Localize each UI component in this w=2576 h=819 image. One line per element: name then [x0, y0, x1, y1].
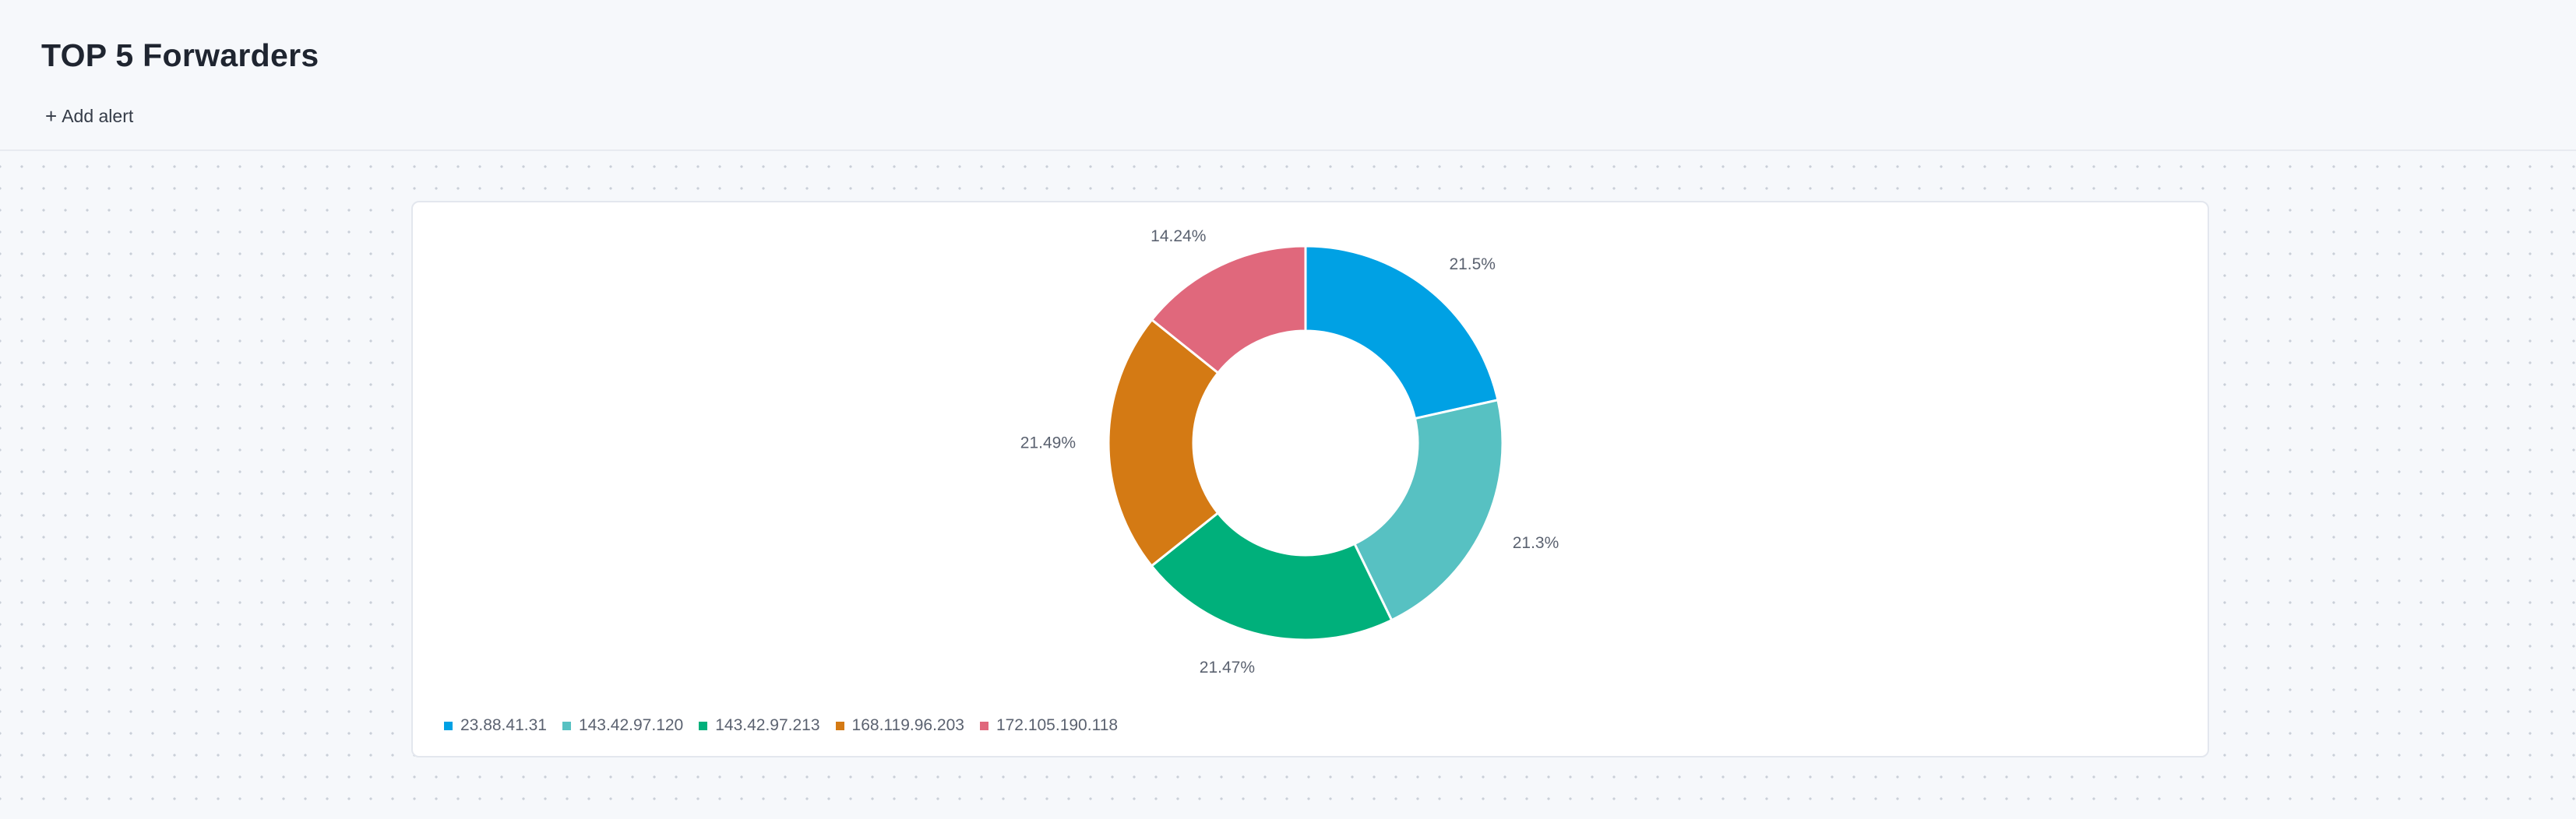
donut-slice[interactable] — [1352, 399, 1504, 622]
donut-slice[interactable] — [1304, 244, 1499, 420]
chart-panel: 21.5% 21.3% 21.47% 21.49% 14.24% 23.88.41.31… — [411, 201, 2209, 757]
legend-label: 23.88.41.31 — [460, 716, 547, 734]
legend-item[interactable]: 23.88.41.31 — [444, 716, 547, 735]
legend-label: 143.42.97.213 — [715, 716, 820, 734]
slice-value-label: 14.24% — [1151, 227, 1206, 245]
add-alert-label: Add alert — [62, 106, 134, 126]
slice-value-label: 21.5% — [1449, 255, 1496, 273]
legend-item[interactable]: 143.42.97.213 — [699, 716, 820, 735]
legend-label: 172.105.190.118 — [996, 716, 1119, 734]
legend-swatch — [562, 721, 571, 730]
legend-item[interactable]: 143.42.97.120 — [562, 716, 683, 735]
plus-icon: + — [45, 104, 58, 128]
legend-swatch — [979, 721, 988, 730]
donut-slice[interactable] — [1107, 318, 1220, 568]
slice-value-label: 21.47% — [1200, 659, 1255, 677]
slice-value-label: 21.49% — [1020, 434, 1076, 452]
chart-legend: 23.88.41.31 143.42.97.120 143.42.97.213 … — [444, 716, 1118, 735]
legend-swatch — [699, 721, 708, 730]
legend-item[interactable]: 172.105.190.118 — [979, 716, 1119, 735]
donut-slice[interactable] — [1150, 244, 1307, 375]
legend-swatch — [444, 721, 453, 730]
add-alert-button[interactable]: + Add alert — [45, 106, 133, 127]
donut-slice[interactable] — [1150, 511, 1394, 641]
page-title: TOP 5 Forwarders — [41, 37, 319, 73]
legend-label: 143.42.97.120 — [578, 716, 684, 734]
legend-label: 168.119.96.203 — [851, 716, 964, 734]
slice-value-label: 21.3% — [1513, 534, 1559, 552]
legend-swatch — [835, 721, 844, 730]
donut-chart: 21.5% 21.3% 21.47% 21.49% 14.24% — [1020, 227, 1559, 677]
page-header: TOP 5 Forwarders + Add alert — [0, 6, 2576, 151]
legend-item[interactable]: 168.119.96.203 — [835, 716, 964, 735]
